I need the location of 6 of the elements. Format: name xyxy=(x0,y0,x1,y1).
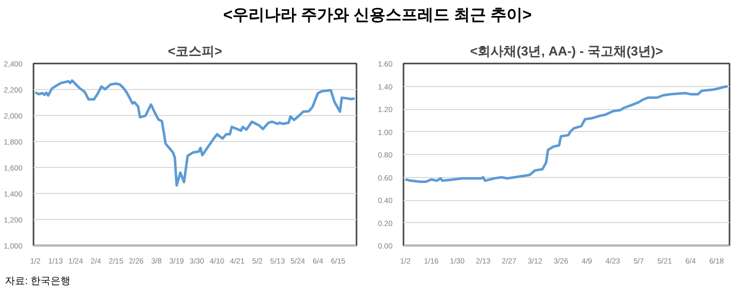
text: <우리나라 주가와 신용스프레드 최근 추이> xyxy=(223,6,532,26)
text: 자료: 한국은행 xyxy=(5,275,71,289)
line-series xyxy=(404,85,729,184)
chart-title: <코스피> xyxy=(168,44,222,58)
line-series xyxy=(34,79,356,187)
chart-title: <회사채(3년, AA-) - 국고채(3년)> xyxy=(470,44,664,58)
